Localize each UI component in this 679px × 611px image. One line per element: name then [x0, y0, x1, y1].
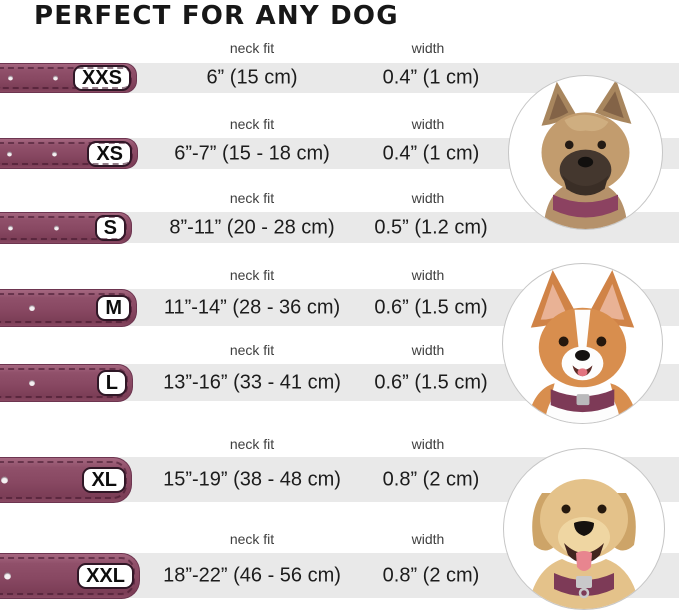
neck-fit-value: 6”-7” (15 - 18 cm) — [174, 142, 330, 164]
width-column-header: width — [411, 40, 445, 56]
collar-strap-xl: XL — [0, 456, 132, 503]
neck-fit-value: 15”-19” (38 - 48 cm) — [163, 468, 341, 490]
terrier-illustration — [541, 79, 632, 229]
collar-hole — [29, 379, 35, 386]
corgi-illustration — [526, 269, 639, 423]
collar-hole — [53, 75, 58, 81]
neck-fit-column-header: neck fit — [229, 436, 275, 452]
neck-fit-value: 6” (15 cm) — [206, 66, 298, 89]
width-column-header: width — [411, 531, 445, 547]
width-column-header: width — [411, 116, 445, 132]
collar-hole — [8, 75, 13, 81]
page-title: PERFECT FOR ANY DOG — [34, 1, 399, 31]
neck-fit-value: 18”-22” (46 - 56 cm) — [163, 564, 341, 586]
neck-fit-column-header: neck fit — [229, 190, 275, 206]
neck-fit-column-header: neck fit — [229, 342, 275, 358]
size-badge: XXS — [72, 65, 131, 91]
width-column-header: width — [411, 190, 445, 206]
size-badge: L — [96, 369, 127, 396]
width-value: 0.8” (2 cm) — [382, 564, 480, 586]
terrier-photo — [508, 75, 663, 230]
collar-strap-xs: XS — [0, 138, 138, 169]
labrador-illustration — [528, 479, 640, 609]
labrador-photo — [503, 448, 665, 610]
size-badge: XL — [82, 466, 126, 493]
size-badge: M — [96, 294, 131, 321]
neck-fit-column-header: neck fit — [229, 40, 275, 56]
size-badge: XS — [87, 140, 132, 167]
size-badge: S — [94, 214, 126, 241]
neck-fit-value: 11”-14” (28 - 36 cm) — [163, 296, 341, 318]
neck-fit-column-header: neck fit — [229, 531, 275, 547]
collar-hole — [1, 476, 8, 483]
neck-fit-value: 13”-16” (33 - 41 cm) — [163, 371, 341, 393]
collar-hole — [4, 572, 11, 579]
width-column-header: width — [411, 267, 445, 283]
width-column-header: width — [411, 436, 445, 452]
collar-hole — [8, 225, 13, 230]
width-value: 0.4” (1 cm) — [382, 66, 480, 89]
collar-strap-l: L — [0, 363, 133, 402]
width-column-header: width — [411, 342, 445, 358]
width-value: 0.6” (1.5 cm) — [374, 296, 488, 318]
collar-hole — [29, 304, 35, 311]
neck-fit-column-header: neck fit — [229, 267, 275, 283]
width-value: 0.8” (2 cm) — [382, 468, 480, 490]
width-value: 0.5” (1.2 cm) — [374, 216, 488, 238]
size-badge: XXL — [77, 562, 134, 589]
collar-strap-xxl: XXL — [0, 552, 140, 599]
collar-hole — [52, 151, 57, 156]
neck-fit-value: 8”-11” (20 - 28 cm) — [169, 216, 335, 238]
corgi-photo — [502, 263, 663, 424]
collar-hole — [7, 151, 12, 156]
width-value: 0.6” (1.5 cm) — [374, 371, 488, 393]
collar-strap-s: S — [0, 211, 132, 244]
collar-hole — [54, 225, 59, 230]
width-value: 0.4” (1 cm) — [382, 142, 480, 164]
collar-strap-xxs: XXS — [0, 63, 137, 93]
neck-fit-column-header: neck fit — [229, 116, 275, 132]
collar-strap-m: M — [0, 288, 137, 327]
